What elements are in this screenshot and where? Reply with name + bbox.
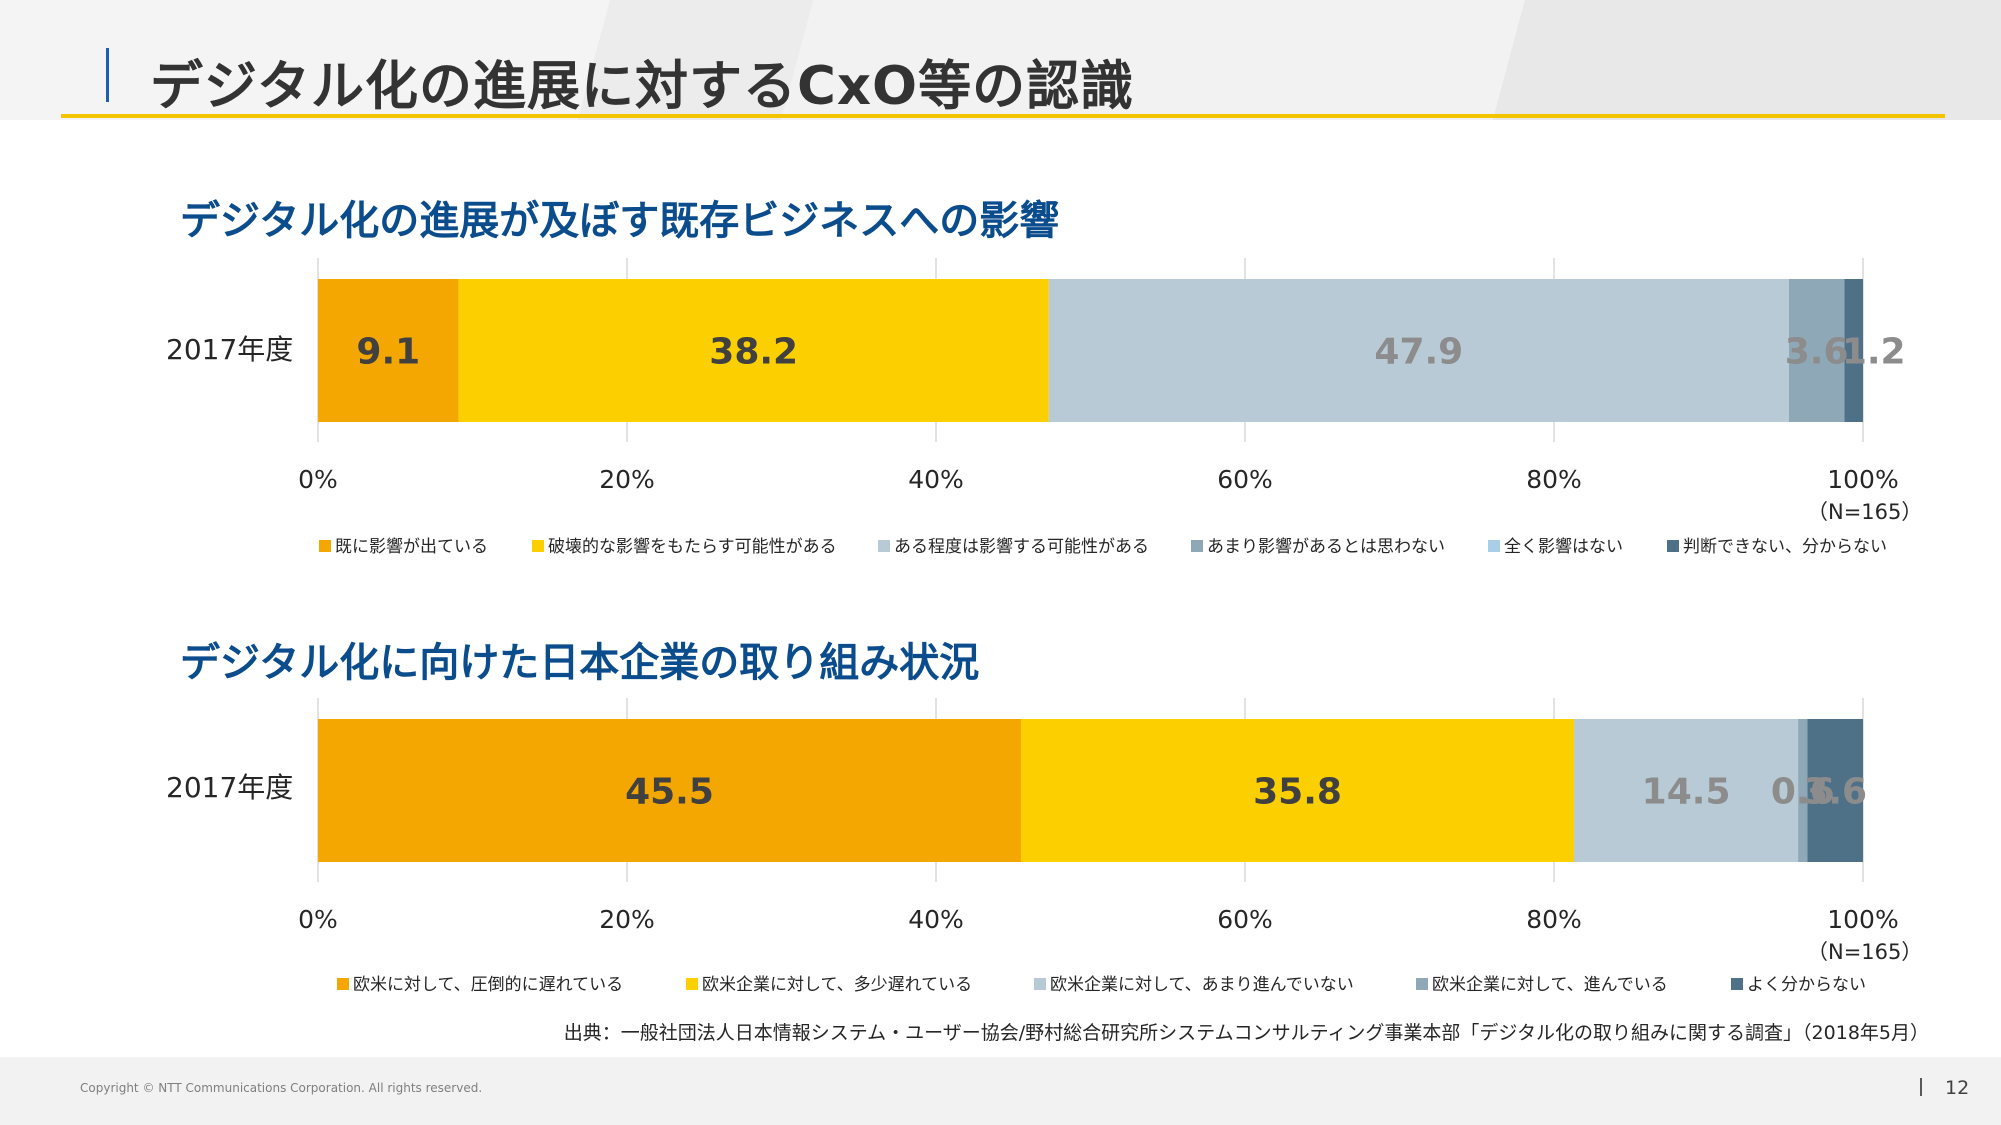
- legend-swatch: [1416, 977, 1428, 990]
- chart2-plot: 0% 20% 40% 60% 80% 100% 45.5 35.8 14.5 0.63.6: [298, 698, 1899, 934]
- x-tick-label: 20%: [599, 905, 655, 934]
- x-tick-label: 80%: [1526, 905, 1582, 934]
- data-label: 3.6: [1785, 332, 1849, 373]
- legend-label: 破壊的な影響をもたらす可能性がある: [548, 537, 837, 557]
- legend-label: 既に影響が出ている: [335, 537, 488, 557]
- bar-segment: [1807, 719, 1863, 862]
- data-label: 45.5: [625, 772, 714, 813]
- legend-swatch: [1667, 539, 1679, 552]
- legend-swatch: [686, 977, 698, 990]
- data-label: 47.9: [1374, 332, 1463, 373]
- legend-item: 欧米に対して、圧倒的に遅れている: [337, 970, 623, 995]
- legend-swatch: [878, 539, 890, 552]
- data-label: 35.8: [1253, 772, 1342, 813]
- legend-item: あまり影響があるとは思わない: [1191, 532, 1445, 557]
- bar-segment: [1048, 279, 1789, 422]
- bar-segment: [1798, 719, 1808, 862]
- bar-segment: [1574, 719, 1799, 862]
- bar-segment: [1844, 279, 1863, 422]
- chart1-category-label: 2017年度: [166, 333, 294, 366]
- source-citation: 出典：一般社団法人日本情報システム・ユーザー協会/野村総合研究所システムコンサル…: [563, 1022, 1929, 1044]
- x-tick-label: 60%: [1217, 465, 1273, 494]
- chart2-legend: 欧米に対して、圧倒的に遅れている 欧米企業に対して、多少遅れている 欧米企業に対…: [0, 970, 2001, 995]
- x-tick-label: 100%: [1827, 465, 1898, 494]
- legend-label: ある程度は影響する可能性がある: [894, 537, 1149, 557]
- legend-swatch: [1488, 539, 1500, 552]
- x-tick-label: 0%: [298, 465, 338, 494]
- x-tick-label: 80%: [1526, 465, 1582, 494]
- chart2-category-label: 2017年度: [166, 771, 294, 804]
- title-underline: [61, 114, 1945, 118]
- legend-item: 欧米企業に対して、あまり進んでいない: [1034, 970, 1354, 995]
- legend-item: よく分からない: [1731, 970, 1866, 995]
- legend-item: 全く影響はない: [1488, 532, 1623, 557]
- data-label: 38.2: [709, 332, 798, 373]
- chart2-title: デジタル化に向けた日本企業の取り組み状況: [180, 640, 980, 686]
- x-tick-label: 40%: [908, 905, 964, 934]
- legend-label: あまり影響があるとは思わない: [1207, 537, 1445, 557]
- legend-label: 欧米企業に対して、進んでいる: [1432, 975, 1668, 995]
- page-number: 12: [1945, 1077, 1970, 1099]
- page-title: デジタル化の進展に対するCxO等の認識: [150, 56, 1135, 117]
- chart1-title: デジタル化の進展が及ぼす既存ビジネスへの影響: [180, 198, 1060, 244]
- bar-segment: [318, 719, 1021, 862]
- chart2-sample-size: （N=165）: [1807, 940, 1923, 964]
- data-label: 14.5: [1642, 772, 1731, 813]
- legend-swatch: [319, 539, 331, 552]
- title-accent-bar: [106, 48, 109, 102]
- bar-segment: [458, 279, 1049, 422]
- legend-swatch: [1731, 977, 1743, 990]
- x-tick-label: 60%: [1217, 905, 1273, 934]
- chart1-legend: 既に影響が出ている 破壊的な影響をもたらす可能性がある ある程度は影響する可能性…: [0, 532, 2001, 557]
- x-tick-label: 20%: [599, 465, 655, 494]
- data-label: 1.2: [1842, 332, 1906, 373]
- legend-item: ある程度は影響する可能性がある: [878, 532, 1149, 557]
- bar-segment: [318, 279, 459, 422]
- legend-swatch: [1034, 977, 1046, 990]
- x-tick-label: 40%: [908, 465, 964, 494]
- legend-label: 欧米企業に対して、あまり進んでいない: [1050, 975, 1354, 995]
- legend-label: よく分からない: [1747, 975, 1866, 995]
- x-tick-label: 0%: [298, 905, 338, 934]
- data-label: 0.6: [1771, 772, 1835, 813]
- legend-item: 破壊的な影響をもたらす可能性がある: [532, 532, 837, 557]
- header-background: [0, 0, 2001, 120]
- legend-label: 欧米に対して、圧倒的に遅れている: [353, 975, 624, 995]
- legend-swatch: [337, 977, 349, 990]
- legend-swatch: [532, 539, 544, 552]
- legend-item: 既に影響が出ている: [319, 532, 488, 557]
- chart1-plot: 0% 20% 40% 60% 80% 100% 9.1 38.2 47.9 3.61.2: [298, 258, 1906, 494]
- bar-segment: [1788, 279, 1845, 422]
- copyright: Copyright © NTT Communications Corporati…: [80, 1081, 483, 1095]
- legend-label: 欧米企業に対して、多少遅れている: [702, 975, 973, 995]
- chart1-sample-size: （N=165）: [1807, 500, 1923, 524]
- legend-label: 判断できない、分からない: [1683, 537, 1887, 557]
- data-label: 9.1: [356, 332, 420, 373]
- data-label: 3.6: [1803, 772, 1867, 813]
- page-number-divider: [1920, 1078, 1922, 1096]
- legend-item: 欧米企業に対して、進んでいる: [1416, 970, 1668, 995]
- legend-swatch: [1191, 539, 1203, 552]
- footer: [0, 1057, 2001, 1125]
- bar-segment: [1020, 719, 1575, 862]
- legend-item: 判断できない、分からない: [1667, 532, 1887, 557]
- legend-label: 全く影響はない: [1504, 537, 1623, 557]
- x-tick-label: 100%: [1827, 905, 1898, 934]
- legend-item: 欧米企業に対して、多少遅れている: [686, 970, 972, 995]
